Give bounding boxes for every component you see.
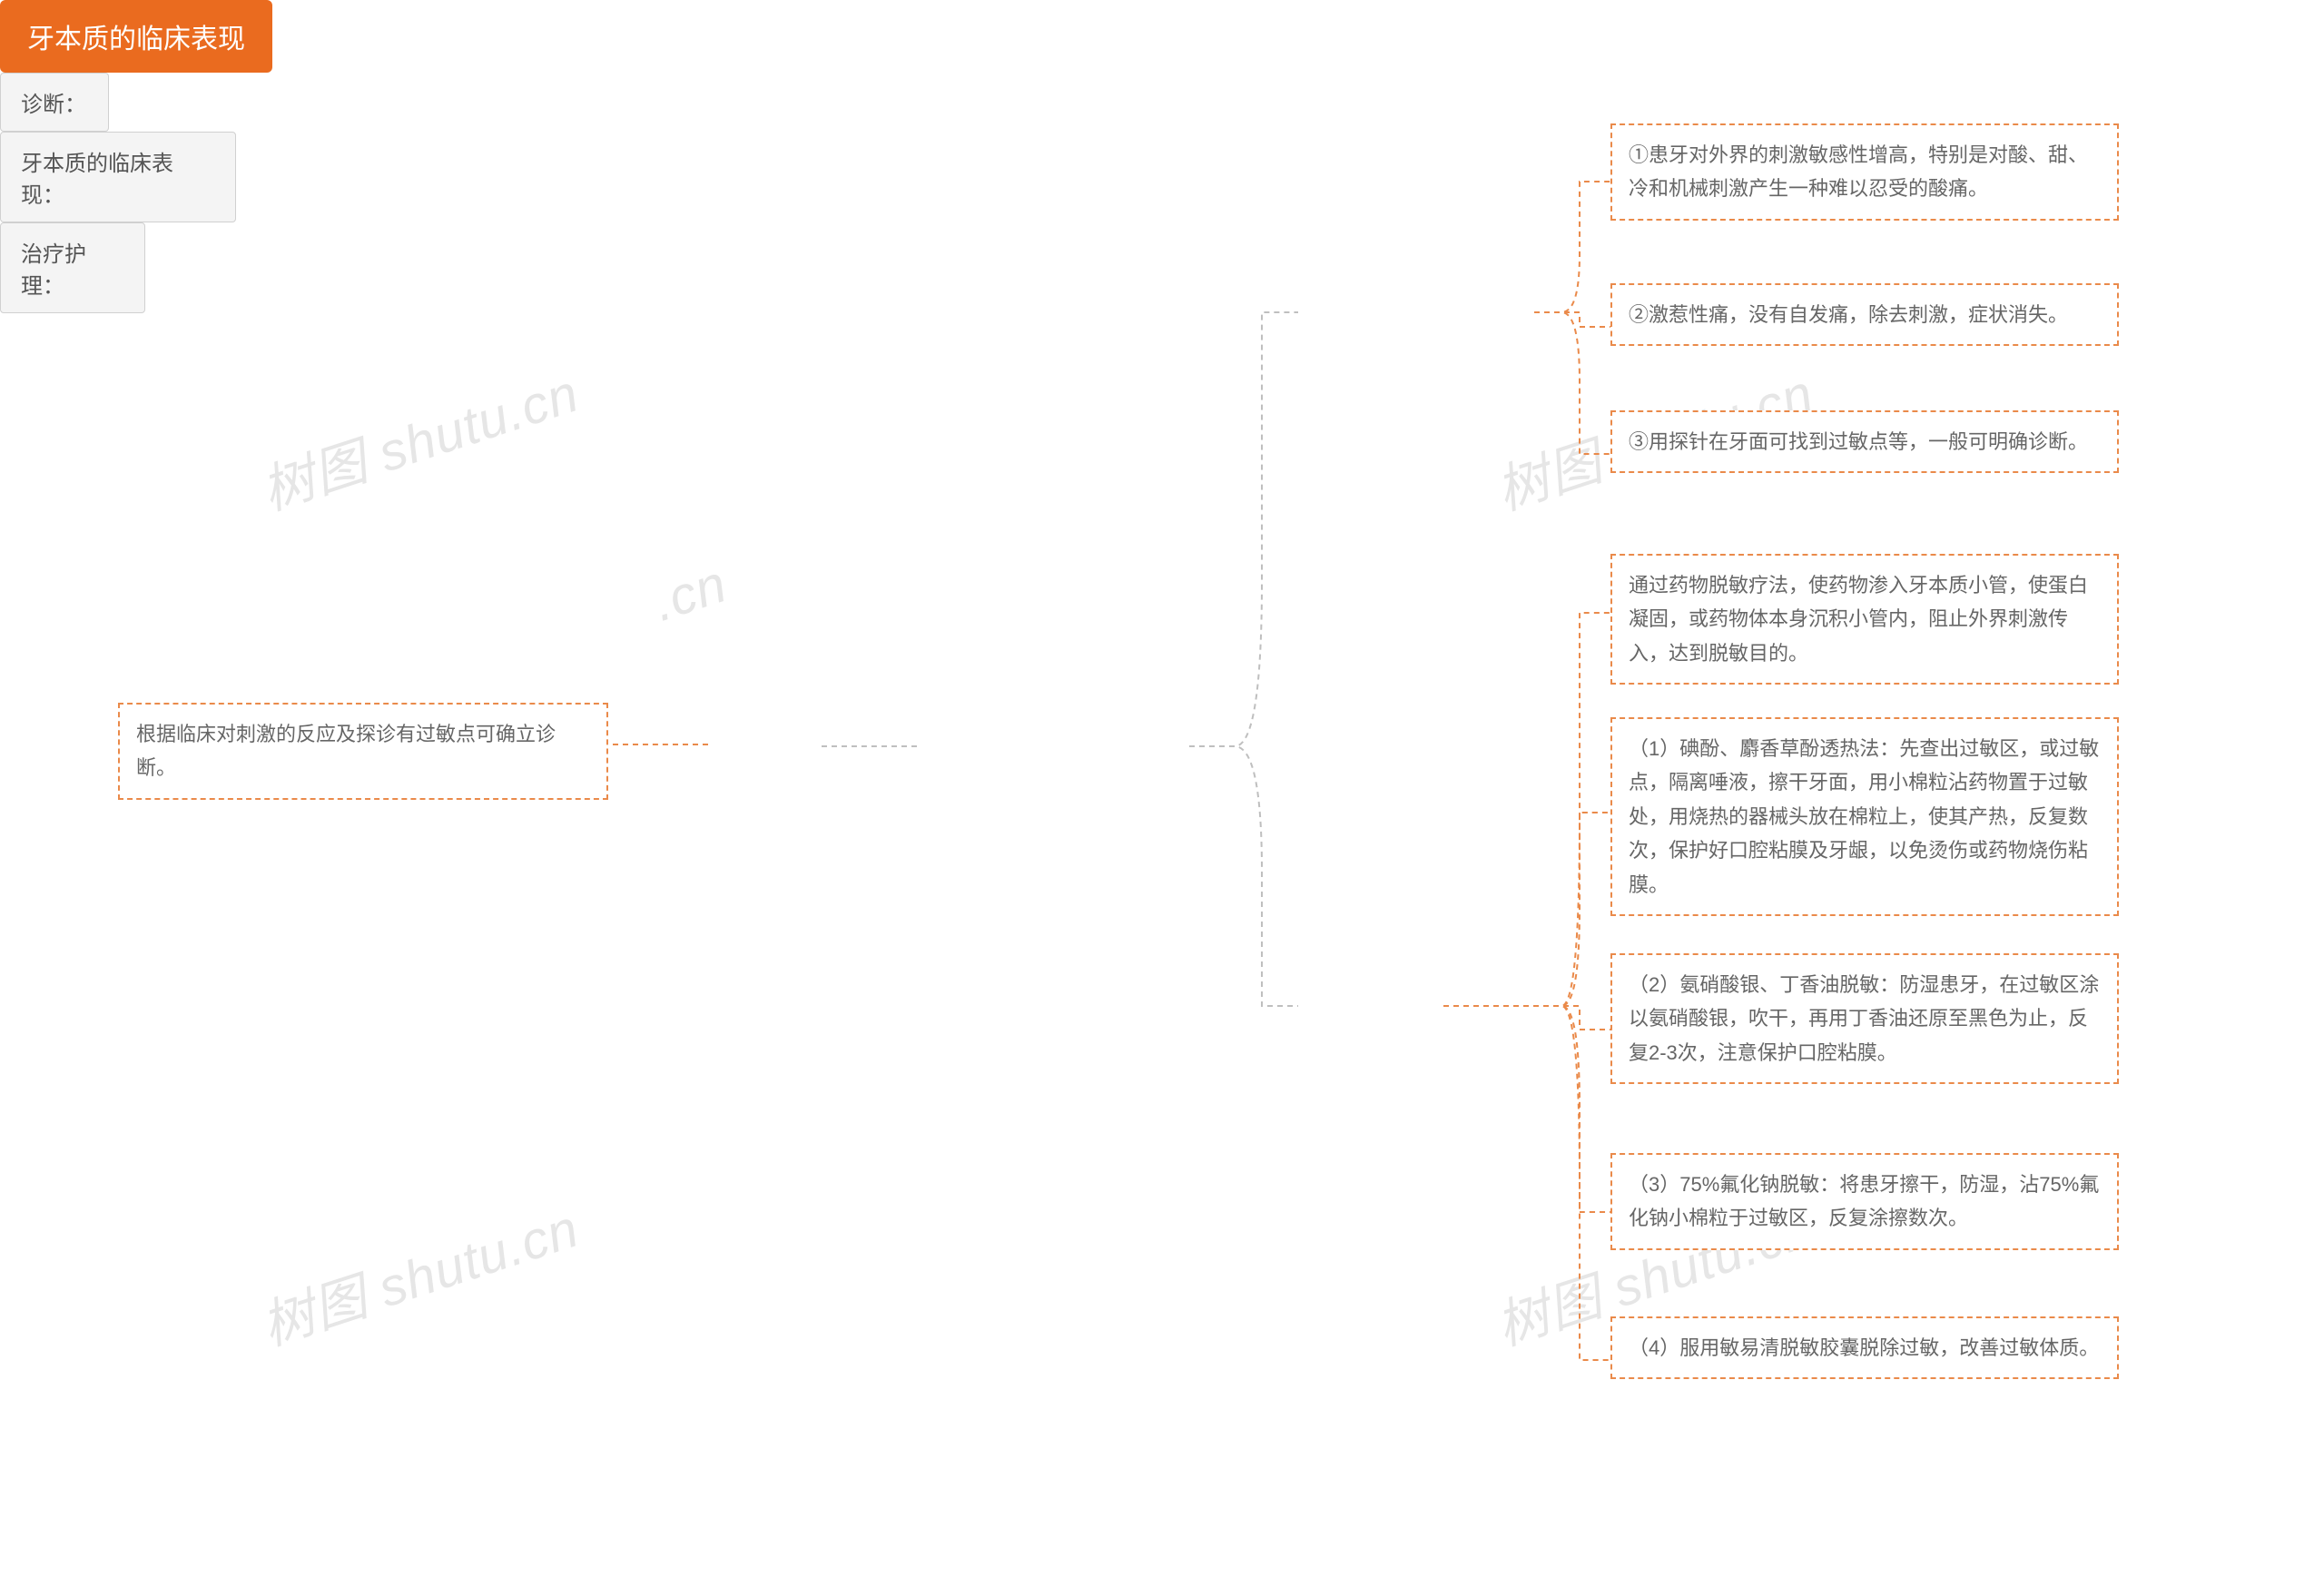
- branch-treatment: 治疗护理：: [0, 222, 145, 313]
- leaf-treatment-3: （3）75%氟化钠脱敏：将患牙擦干，防湿，沾75%氟化钠小棉粒于过敏区，反复涂擦…: [1610, 1153, 2119, 1250]
- leaf-treatment-4: （4）服用敏易清脱敏胶囊脱除过敏，改善过敏体质。: [1610, 1316, 2119, 1379]
- leaf-clinical-2: ②激惹性痛，没有自发痛，除去刺激，症状消失。: [1610, 283, 2119, 346]
- watermark: 树图 shutu.cn: [251, 350, 587, 525]
- mindmap-root: 牙本质的临床表现: [0, 0, 272, 73]
- branch-clinical: 牙本质的临床表现：: [0, 132, 236, 222]
- leaf-treatment-0: 通过药物脱敏疗法，使药物渗入牙本质小管，使蛋白凝固，或药物体本身沉积小管内，阻止…: [1610, 554, 2119, 685]
- watermark: 树图 shutu.cn: [251, 1186, 587, 1360]
- leaf-clinical-3: ③用探针在牙面可找到过敏点等，一般可明确诊断。: [1610, 410, 2119, 473]
- leaf-diagnosis-1: 根据临床对刺激的反应及探诊有过敏点可确立诊断。: [118, 703, 608, 800]
- connector: [1534, 312, 1610, 454]
- connector: [1189, 746, 1298, 1006]
- leaf-clinical-1: ①患牙对外界的刺激敏感性增高，特别是对酸、甜、冷和机械刺激产生一种难以忍受的酸痛…: [1610, 123, 2119, 221]
- branch-diagnosis: 诊断：: [0, 73, 109, 132]
- connector: [1189, 312, 1298, 746]
- leaf-treatment-2: （2）氨硝酸银、丁香油脱敏：防湿患牙，在过敏区涂以氨硝酸银，吹干，再用丁香油还原…: [1610, 953, 2119, 1084]
- connector: [1534, 182, 1610, 312]
- connector: [1443, 1006, 1610, 1030]
- connector: [1534, 312, 1610, 327]
- connector: [1443, 813, 1610, 1006]
- connector: [1443, 1006, 1610, 1212]
- leaf-treatment-1: （1）碘酚、麝香草酚透热法：先查出过敏区，或过敏点，隔离唾液，擦干牙面，用小棉粒…: [1610, 717, 2119, 916]
- connector: [1443, 613, 1610, 1006]
- connector: [1443, 1006, 1610, 1360]
- watermark-partial: .cn: [646, 553, 734, 634]
